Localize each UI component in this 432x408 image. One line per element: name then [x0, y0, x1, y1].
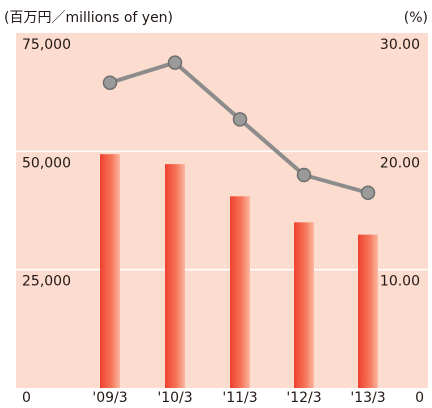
- line-marker: [232, 112, 248, 127]
- x-tick-label: '10/3: [157, 390, 192, 406]
- line-marker: [360, 185, 376, 200]
- y-tick-label: 50,000: [22, 155, 71, 171]
- x-tick-label: '11/3: [222, 390, 257, 406]
- y-axis-label: (百万円／millions of yen): [4, 10, 173, 26]
- y2-tick-label: 20.00: [380, 155, 420, 171]
- bar: [100, 154, 120, 388]
- y2-tick-label: 30.00: [380, 37, 420, 53]
- y2-tick-label: 0: [415, 390, 424, 406]
- bar: [230, 196, 250, 388]
- y-tick-label: 25,000: [22, 274, 71, 290]
- x-tick-label: '12/3: [286, 390, 321, 406]
- bar: [294, 222, 314, 388]
- y-tick-label: 75,000: [22, 37, 71, 53]
- line-marker: [102, 75, 118, 90]
- line-marker: [167, 55, 183, 70]
- bar: [358, 234, 378, 388]
- x-tick-label: '13/3: [350, 390, 385, 406]
- y2-axis-label: (%): [404, 10, 428, 26]
- y2-tick-label: 10.00: [380, 274, 420, 290]
- x-tick-label: '09/3: [92, 390, 127, 406]
- y-tick-label: 0: [22, 390, 31, 406]
- bar: [165, 164, 185, 388]
- line-marker: [296, 167, 312, 183]
